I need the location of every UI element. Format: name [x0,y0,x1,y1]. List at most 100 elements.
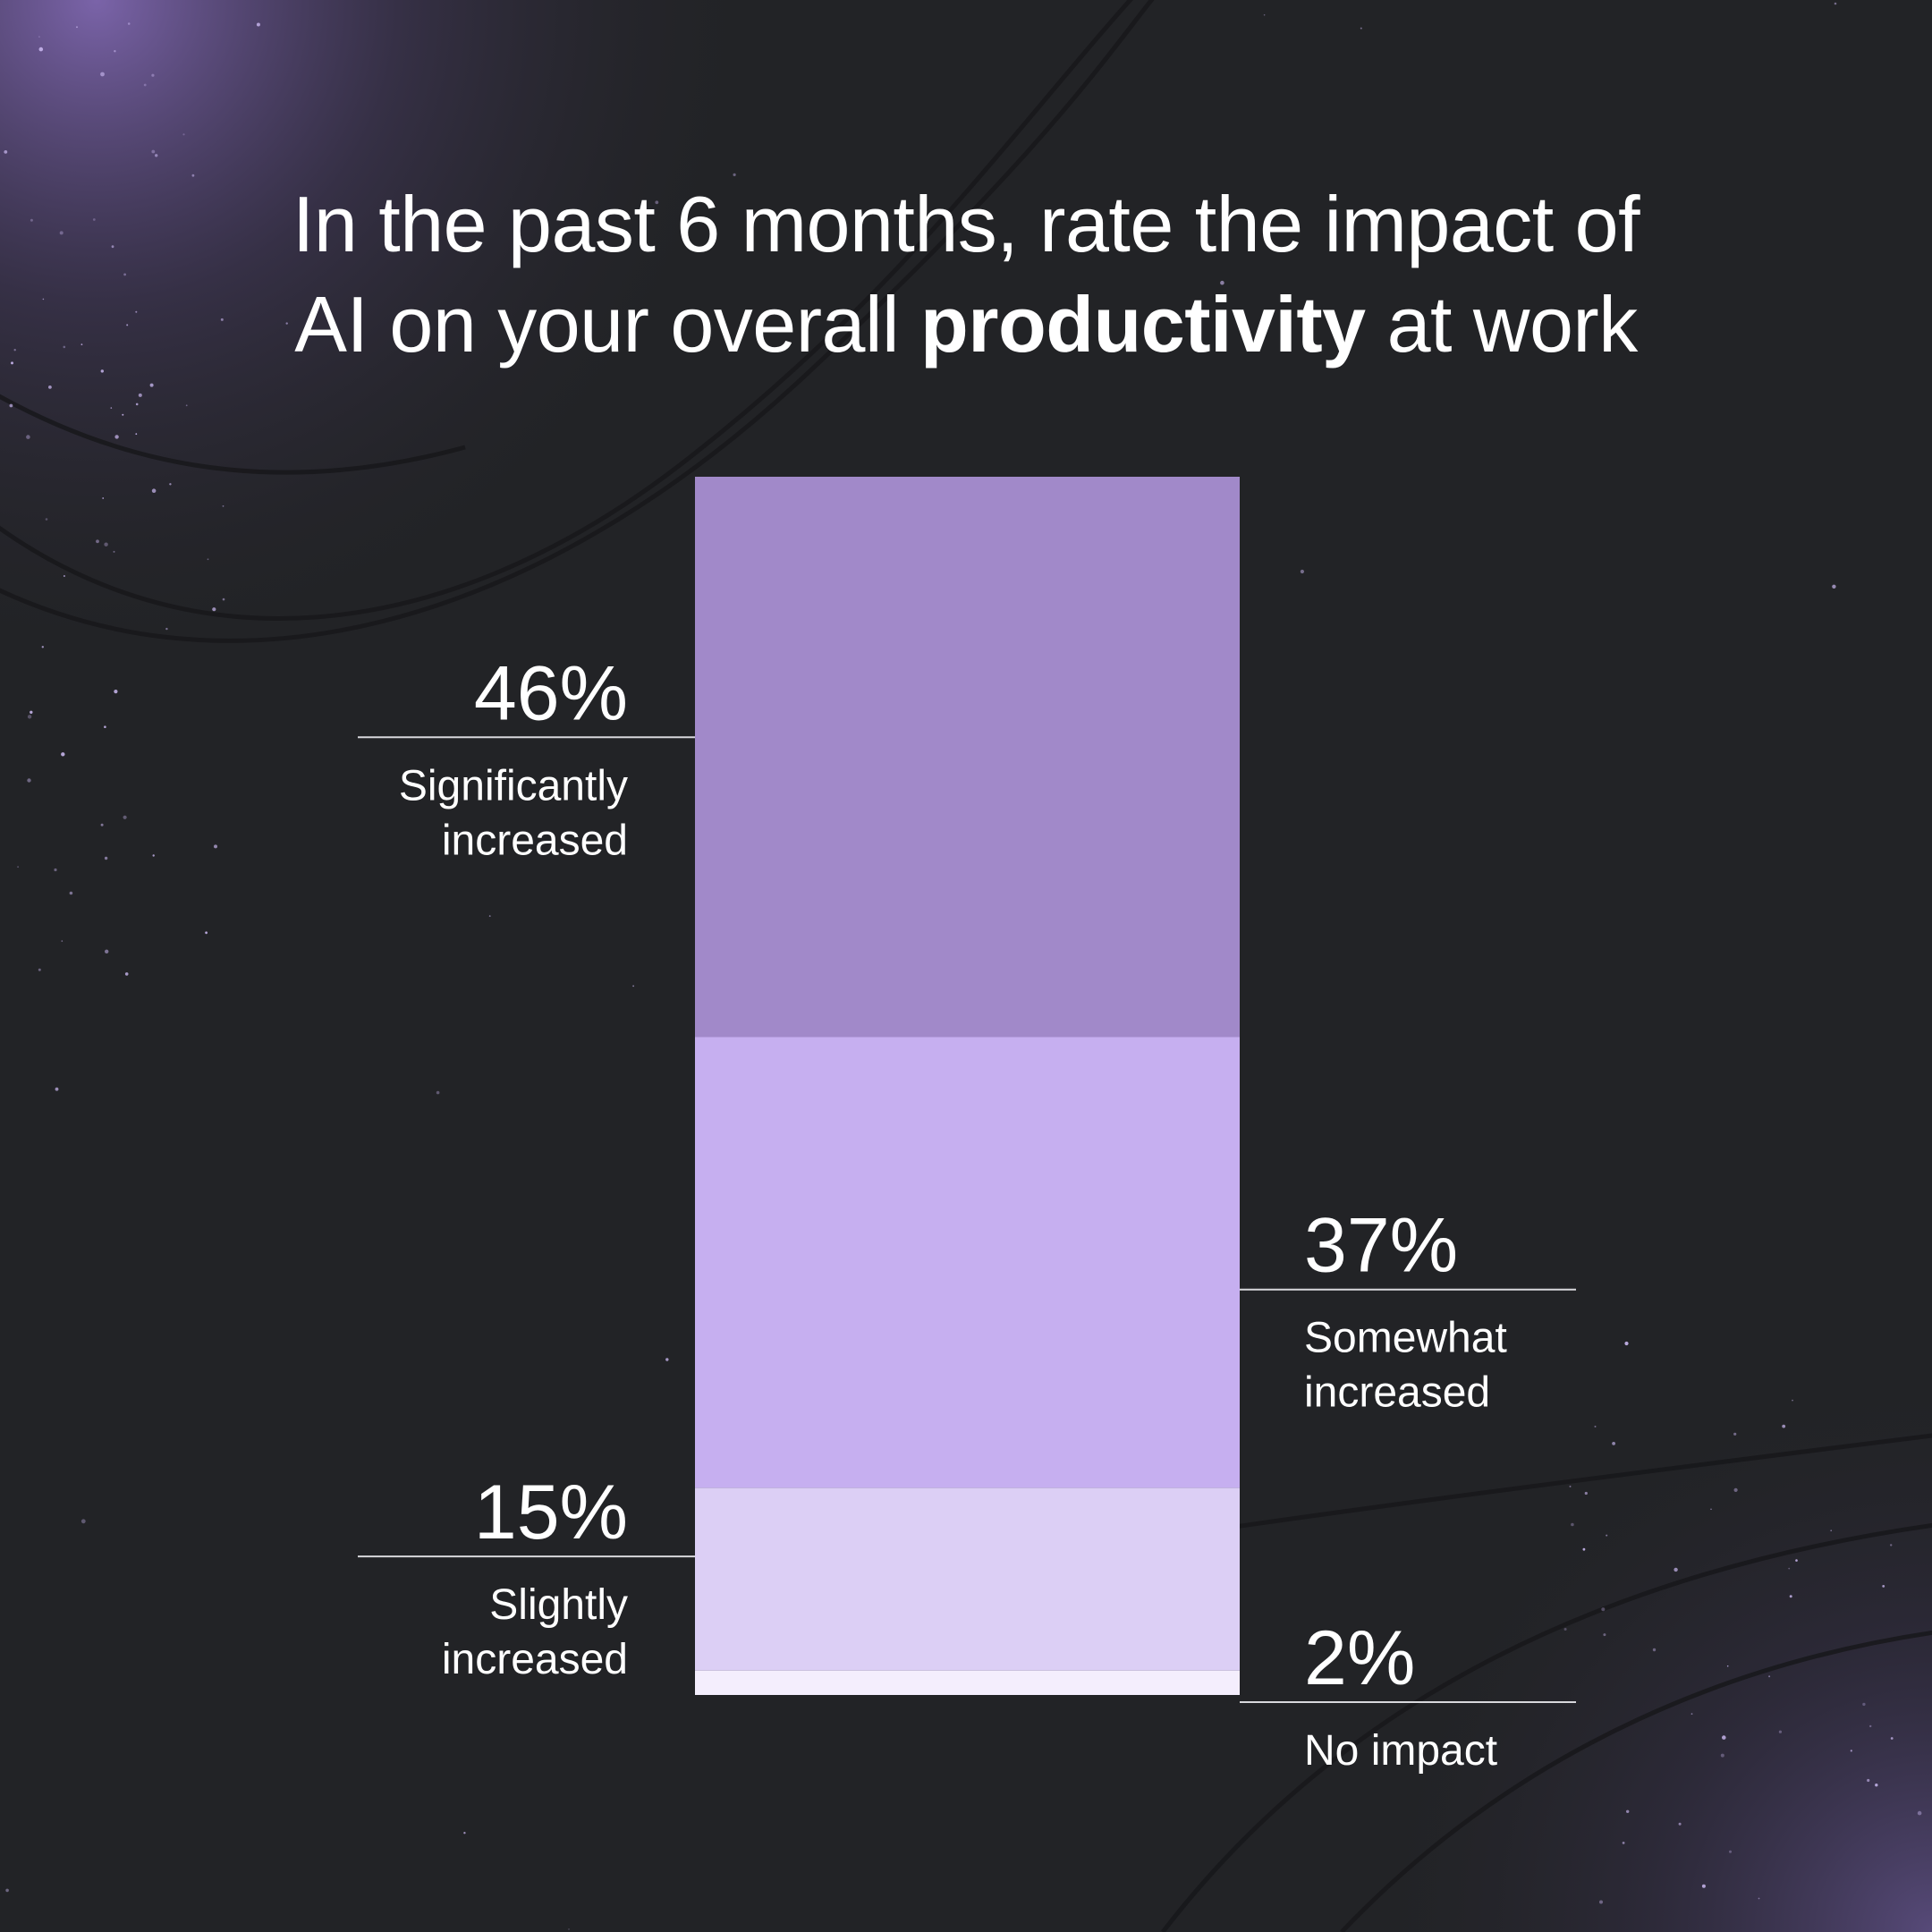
star-dot [1599,1900,1603,1904]
star-dot [152,854,155,857]
star-dot [1720,1753,1724,1758]
star-dot [1882,1585,1885,1588]
star-dot [38,47,44,52]
star-dot [1875,1784,1878,1787]
star-dot [61,940,64,942]
star-dot [123,273,127,276]
category-label-line: increased [1304,1369,1490,1417]
star-dot [1710,1508,1712,1511]
star-dot [1726,1665,1729,1667]
star-dot [104,725,106,728]
star-dot [135,310,138,313]
star-dot [1768,1675,1771,1678]
star-dot [220,318,224,321]
star-dot [169,483,172,486]
star-dot [38,36,40,38]
category-label-line: Significantly [399,762,628,809]
star-dot [105,949,109,954]
star-dot [122,413,124,416]
star-dot [11,361,13,365]
star-dot [30,710,33,714]
chart-title: In the past 6 months, rate the impact of… [0,174,1932,375]
star-dot [1758,1897,1760,1900]
star-dot [151,149,156,154]
star-dot [80,1519,86,1524]
title-emphasis: productivity [920,280,1366,369]
star-dot [1789,1595,1792,1598]
star-dot [1622,1842,1625,1844]
category-label-line: Slightly [489,1581,628,1629]
star-dot [1890,1544,1893,1546]
star-dot [1601,1607,1606,1612]
star-dot [42,298,45,301]
star-dot [48,386,52,389]
star-dot [100,823,104,826]
star-dot [632,985,634,987]
percent-label: 37% [1304,1203,1458,1289]
star-dot [17,866,19,869]
star-dot [80,343,83,345]
star-dot [207,558,209,561]
star-dot [100,369,105,373]
star-dot [1606,1534,1608,1537]
star-dot [214,844,217,849]
star-dot [63,345,66,349]
star-dot [1584,1491,1588,1496]
title-line-1: In the past 6 months, rate the impact of [292,180,1640,268]
star-dot [1834,2,1837,5]
star-dot [104,542,108,547]
bar-segment [695,1670,1240,1695]
star-dot [9,403,13,408]
star-dot [13,349,16,352]
star-dot [54,868,57,872]
star-dot [1624,1341,1629,1346]
star-dot [1867,1778,1870,1783]
bar-segment [695,1037,1240,1488]
star-dot [1690,1713,1693,1715]
star-dot [41,646,44,648]
star-dot [1678,1822,1682,1826]
star-dot [222,597,225,601]
star-dot [1300,569,1304,574]
star-dot [733,173,736,176]
star-dot [69,891,73,895]
star-dot [63,575,65,577]
star-dot [5,1888,9,1893]
star-dot [61,752,65,757]
star-dot [104,856,108,860]
star-dot [568,1928,570,1930]
star-dot [1571,1522,1574,1527]
star-dot [191,174,195,177]
star-dot [1582,1547,1586,1551]
star-dot [135,433,138,436]
star-dot [59,231,64,235]
star-dot [1701,1884,1706,1888]
star-dot [256,22,260,27]
category-label-line: Somewhat [1304,1315,1507,1362]
star-dot [151,73,155,77]
star-dot [1594,1425,1597,1428]
star-dot [151,488,157,493]
star-dot [4,150,8,154]
star-dot [26,435,30,439]
star-dot [165,627,168,631]
star-dot [1792,1399,1793,1402]
category-label: Slightly increased [442,1581,628,1683]
star-dot [38,968,41,971]
star-dot [1788,1567,1791,1570]
star-dot [126,324,129,326]
star-dot [1782,1424,1786,1428]
star-dot [143,83,147,87]
star-dot [100,72,105,77]
star-dot [138,393,142,397]
category-label: Significantly increased [399,762,628,864]
star-dot [1733,1432,1737,1436]
star-dot [114,435,119,439]
star-dot [1603,1633,1606,1637]
star-dot [488,915,491,917]
star-dot [135,402,139,406]
star-dot [76,26,78,29]
category-label: No impact [1304,1727,1497,1775]
star-dot [1733,1487,1738,1492]
category-label: Somewhat increased [1304,1315,1507,1417]
